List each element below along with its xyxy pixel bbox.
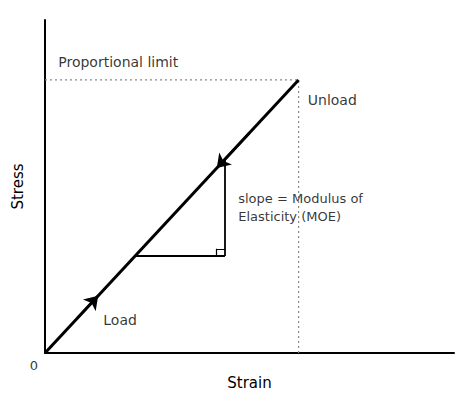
svg-text:0: 0 (30, 358, 38, 373)
svg-text:Elasticity (MOE): Elasticity (MOE) (238, 209, 341, 224)
svg-text:Stress: Stress (9, 163, 27, 209)
svg-text:Proportional limit: Proportional limit (58, 54, 178, 70)
svg-text:Unload: Unload (308, 92, 357, 108)
svg-text:Load: Load (103, 312, 137, 328)
svg-text:slope = Modulus of: slope = Modulus of (238, 191, 363, 206)
svg-text:Strain: Strain (227, 374, 271, 392)
